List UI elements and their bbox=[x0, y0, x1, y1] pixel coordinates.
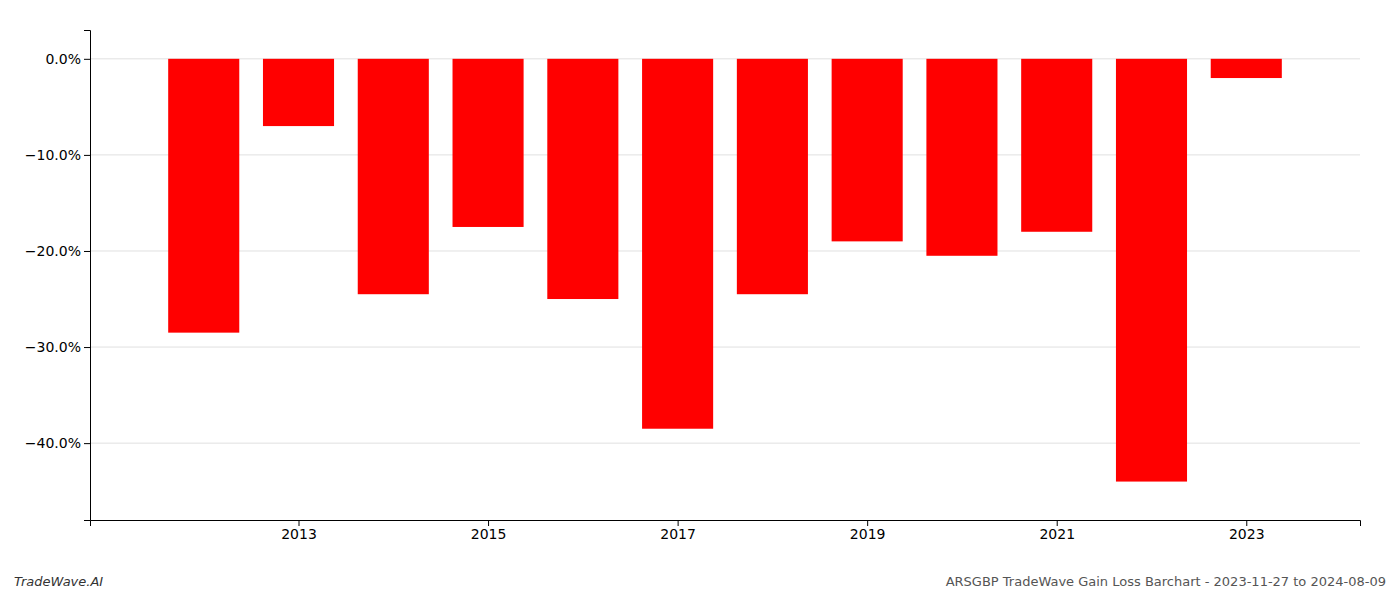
y-axis: 0.0% −10.0% −20.0% −30.0% −40.0% bbox=[25, 31, 91, 521]
bar bbox=[168, 59, 239, 333]
x-axis: 2013 2015 2017 2019 2021 2023 bbox=[91, 520, 1361, 542]
bar bbox=[453, 59, 524, 227]
tick: 2023 bbox=[1229, 520, 1265, 542]
bar bbox=[263, 59, 334, 126]
bars bbox=[168, 59, 1282, 482]
tick-label: 2023 bbox=[1229, 526, 1265, 542]
tick: 2019 bbox=[850, 520, 886, 542]
bar bbox=[832, 59, 903, 242]
tick-label: 2015 bbox=[471, 526, 507, 542]
tick: 0.0% bbox=[45, 51, 90, 67]
bar bbox=[642, 59, 713, 429]
tick-mark bbox=[84, 155, 90, 156]
bar bbox=[737, 59, 808, 294]
tick-mark bbox=[84, 443, 90, 444]
tick: −10.0% bbox=[25, 147, 90, 163]
tick-mark bbox=[84, 251, 90, 252]
bar bbox=[547, 59, 618, 299]
bar bbox=[1021, 59, 1092, 232]
tick: 2017 bbox=[660, 520, 696, 542]
tick-label: 2013 bbox=[281, 526, 317, 542]
tick-label: 2019 bbox=[850, 526, 886, 542]
tick-label: 2017 bbox=[660, 526, 696, 542]
tick: 2015 bbox=[471, 520, 507, 542]
footer-right: ARSGBP TradeWave Gain Loss Barchart - 20… bbox=[946, 574, 1386, 589]
bar bbox=[358, 59, 429, 294]
tick-label: −40.0% bbox=[25, 435, 81, 451]
tick-label: 2021 bbox=[1039, 526, 1075, 542]
plot: 2013 2015 2017 2019 2021 2023 0.0% −10.0% −20.0%… bbox=[25, 31, 1361, 542]
tick: −30.0% bbox=[25, 339, 90, 355]
footer-left: TradeWave.AI bbox=[14, 574, 103, 589]
tick: −40.0% bbox=[25, 435, 90, 451]
bar bbox=[1116, 59, 1187, 482]
tick: 2013 bbox=[281, 520, 317, 542]
tick: 2021 bbox=[1039, 520, 1075, 542]
tick-mark bbox=[84, 59, 90, 60]
tick-label: −10.0% bbox=[25, 147, 81, 163]
tick-label: −20.0% bbox=[25, 243, 81, 259]
tick-mark bbox=[84, 347, 90, 348]
bar bbox=[1211, 59, 1282, 78]
chart: 2013 2015 2017 2019 2021 2023 0.0% −10.0% −20.0%… bbox=[0, 0, 1400, 600]
tick-label: 0.0% bbox=[45, 51, 81, 67]
tick-label: −30.0% bbox=[25, 339, 81, 355]
tick: −20.0% bbox=[25, 243, 90, 259]
bar bbox=[926, 59, 997, 256]
axis-line bbox=[84, 31, 91, 521]
